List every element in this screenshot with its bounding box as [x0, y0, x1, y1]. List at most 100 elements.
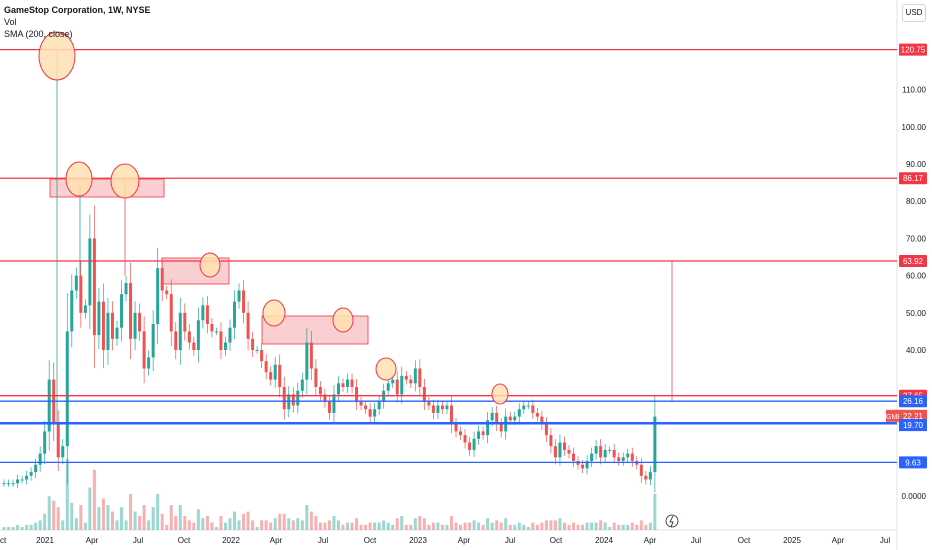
- x-tick-label: Jul: [880, 536, 890, 545]
- x-tick-label: Apr: [86, 536, 99, 545]
- volume-bar: [309, 511, 313, 530]
- volume-bar: [413, 518, 417, 530]
- candle-body: [29, 472, 33, 476]
- volume-bar: [445, 524, 449, 530]
- x-tick-label: Jul: [691, 536, 701, 545]
- candle-body: [445, 405, 449, 410]
- x-tick-label: 2021: [36, 536, 54, 545]
- candle-body: [323, 394, 327, 402]
- volume-group: [2, 458, 657, 530]
- candle-body: [531, 405, 535, 413]
- candle-body: [169, 294, 173, 332]
- volume-bar: [630, 522, 634, 530]
- volume-bar: [544, 520, 548, 530]
- highlight-circle: [65, 161, 93, 197]
- candle-body: [70, 290, 74, 332]
- event-marker-icon: [665, 514, 679, 528]
- symbol-title[interactable]: GameStop Corporation, 1W, NYSE: [4, 5, 151, 15]
- volume-bar: [513, 524, 517, 530]
- candle-body: [468, 442, 472, 450]
- candle-body: [219, 331, 223, 350]
- volume-bar: [120, 507, 124, 530]
- candle-body: [151, 323, 155, 358]
- volume-bar: [567, 524, 571, 530]
- volume-bar: [61, 520, 65, 530]
- candle-body: [138, 312, 142, 332]
- volume-bar: [490, 522, 494, 530]
- candle-body: [359, 401, 363, 406]
- candle-body: [223, 342, 227, 350]
- volume-bar: [110, 511, 114, 530]
- volume-bar: [269, 522, 273, 530]
- volume-bar: [156, 494, 160, 530]
- volume-bar: [581, 524, 585, 530]
- candle-body: [110, 312, 114, 339]
- candle-body: [567, 449, 571, 454]
- volume-bar: [25, 524, 29, 530]
- x-tick-label: Apr: [644, 536, 657, 545]
- y-tick-label: 110.00: [902, 86, 926, 95]
- volume-bar: [147, 520, 151, 530]
- candle-body: [309, 342, 313, 369]
- candle-body: [350, 379, 354, 387]
- candle-body: [2, 483, 6, 485]
- volume-bar: [346, 522, 350, 530]
- volume-bar: [431, 522, 435, 530]
- volume-bar: [278, 513, 282, 530]
- candle-body: [74, 275, 78, 291]
- volume-indicator-label[interactable]: Vol: [4, 17, 17, 27]
- volume-bar: [648, 522, 652, 530]
- volume-bar: [165, 524, 169, 530]
- candle-body: [115, 327, 119, 339]
- volume-bar: [454, 522, 458, 530]
- volume-bar: [336, 520, 340, 530]
- x-tick-label: Apr: [458, 536, 471, 545]
- highlight-circle: [375, 357, 397, 381]
- volume-bar: [318, 522, 322, 530]
- volume-bar: [535, 524, 539, 530]
- candle-body: [79, 275, 83, 313]
- sma-indicator-label[interactable]: SMA (200, close): [4, 29, 73, 39]
- volume-bar: [404, 524, 408, 530]
- x-tick-label: Oct: [550, 536, 563, 545]
- volume-bar: [101, 498, 105, 530]
- candle-body: [106, 312, 110, 350]
- highlight-circle: [110, 163, 140, 199]
- volume-bar: [391, 524, 395, 530]
- candle-body: [260, 350, 264, 362]
- volume-bar: [124, 520, 128, 530]
- candle-body: [626, 453, 630, 458]
- volume-bar: [549, 520, 553, 530]
- candle-body: [38, 453, 42, 465]
- volume-bar: [386, 522, 390, 530]
- highlight-circle: [199, 252, 221, 278]
- candle-body: [612, 449, 616, 458]
- volume-bar: [522, 524, 526, 530]
- volume-bar: [440, 524, 444, 530]
- volume-bar: [350, 522, 354, 530]
- ticker-tag-label: GME: [886, 414, 902, 421]
- candles-group: [2, 49, 673, 493]
- volume-bar: [377, 522, 381, 530]
- volume-bar: [327, 520, 331, 530]
- volume-bar: [151, 507, 155, 530]
- candle-body: [368, 409, 372, 417]
- volume-bar: [463, 522, 467, 530]
- volume-bar: [639, 520, 643, 530]
- candle-body: [409, 379, 413, 384]
- candle-body: [562, 442, 566, 450]
- volume-bar: [359, 524, 363, 530]
- candle-body: [192, 342, 196, 350]
- y-tick-label: 50.00: [906, 309, 927, 318]
- x-tick-label: Oct: [178, 536, 191, 545]
- currency-button[interactable]: USD: [902, 4, 926, 22]
- candle-body: [391, 379, 395, 384]
- candle-body: [463, 435, 467, 443]
- volume-bar: [233, 511, 237, 530]
- candle-body: [558, 442, 562, 458]
- volume-bar: [540, 522, 544, 530]
- candle-body: [214, 331, 218, 333]
- candle-body: [544, 424, 548, 436]
- level-label-box: [899, 456, 927, 469]
